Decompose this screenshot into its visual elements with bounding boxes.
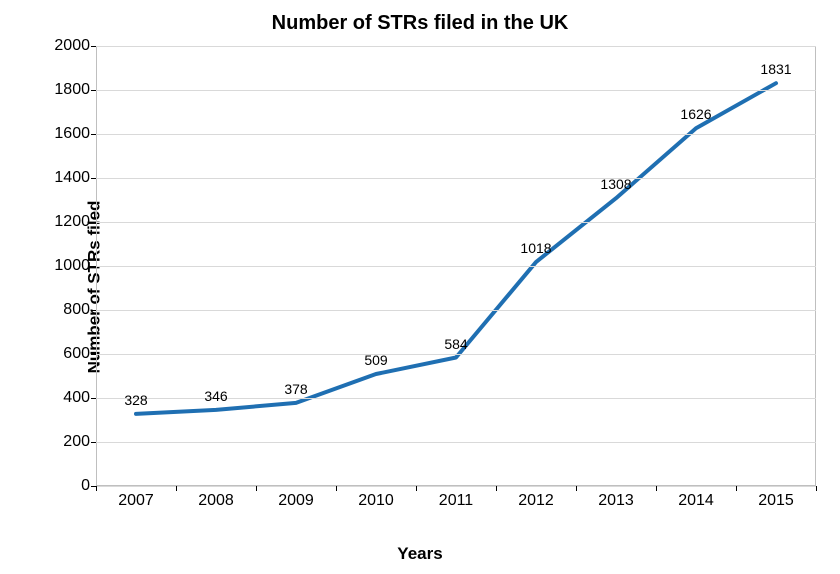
x-tick-mark [656,486,657,491]
data-label: 584 [444,336,467,352]
y-tick-label: 1400 [54,169,96,187]
y-tick-label: 400 [63,389,96,407]
x-tick-mark [816,486,817,491]
x-tick-mark [96,486,97,491]
y-tick-label: 1200 [54,213,96,231]
x-tick-mark [256,486,257,491]
y-tick-label: 1600 [54,125,96,143]
chart-title: Number of STRs filed in the UK [0,12,840,35]
chart-container: Number of STRs filed in the UK Number of… [0,0,840,574]
x-tick-label: 2009 [278,486,314,510]
x-tick-label: 2013 [598,486,634,510]
x-tick-mark [416,486,417,491]
gridline [96,442,816,443]
y-tick-label: 600 [63,345,96,363]
x-tick-mark [176,486,177,491]
series-line [136,83,776,414]
y-tick-label: 2000 [54,37,96,55]
gridline [96,222,816,223]
data-label: 328 [124,392,147,408]
data-label: 378 [284,381,307,397]
x-tick-label: 2012 [518,486,554,510]
y-tick-label: 800 [63,301,96,319]
x-tick-label: 2011 [439,486,473,510]
data-label: 346 [204,388,227,404]
y-tick-label: 1800 [54,81,96,99]
data-label: 1626 [680,106,711,122]
gridline [96,266,816,267]
data-label: 1308 [600,176,631,192]
plot-area: 0200400600800100012001400160018002000200… [96,46,816,486]
x-tick-label: 2014 [678,486,714,510]
gridline [96,310,816,311]
y-tick-label: 1000 [54,257,96,275]
x-tick-mark [496,486,497,491]
gridline [96,46,816,47]
gridline [96,90,816,91]
x-axis-label: Years [0,544,840,564]
x-tick-label: 2008 [198,486,234,510]
x-tick-label: 2015 [758,486,794,510]
data-label: 509 [364,352,387,368]
y-tick-label: 0 [81,477,96,495]
data-label: 1018 [520,240,551,256]
x-tick-mark [576,486,577,491]
gridline [96,354,816,355]
x-tick-mark [336,486,337,491]
x-tick-label: 2010 [358,486,394,510]
x-tick-mark [736,486,737,491]
gridline [96,134,816,135]
x-tick-label: 2007 [118,486,154,510]
gridline [96,178,816,179]
data-label: 1831 [760,61,791,77]
y-tick-label: 200 [63,433,96,451]
